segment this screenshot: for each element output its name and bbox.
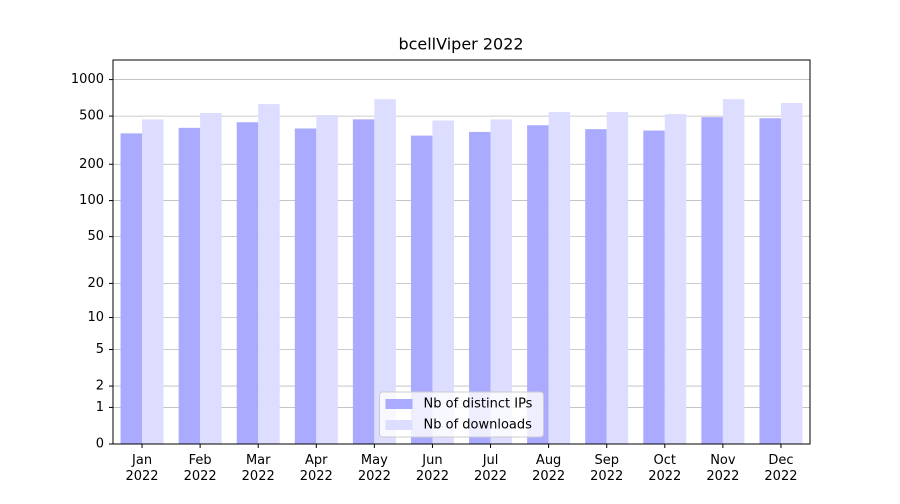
bar <box>352 119 375 444</box>
bar <box>432 120 454 444</box>
bar <box>374 99 396 445</box>
axes-frame <box>112 59 811 445</box>
y-tick-label: 2 <box>96 379 104 394</box>
bar <box>548 112 571 445</box>
bar <box>294 128 317 444</box>
x-tick-label: Apr 2022 <box>300 453 333 484</box>
x-tick-label: Mar 2022 <box>242 453 275 484</box>
x-tick-label: Jul 2022 <box>474 453 507 484</box>
bar <box>722 99 745 445</box>
y-tick-label: 1 <box>96 400 104 415</box>
bar <box>316 115 338 444</box>
y-tick-label: 5 <box>96 342 104 357</box>
chart-title: bcellViper 2022 <box>398 35 523 54</box>
y-tick-label: 50 <box>87 229 104 244</box>
bar <box>120 133 143 444</box>
bar <box>527 125 549 445</box>
bar <box>410 135 433 444</box>
x-tick-label: May 2022 <box>358 453 391 484</box>
bar <box>200 113 222 444</box>
bar <box>643 130 665 445</box>
y-tick-label: 10 <box>87 310 104 325</box>
legend-box <box>379 391 544 438</box>
bar <box>759 118 781 444</box>
bar <box>469 131 491 444</box>
x-tick-label: Feb 2022 <box>184 453 217 484</box>
legend-swatch <box>385 420 413 430</box>
bar <box>258 104 280 445</box>
legend-label: Nb of downloads <box>424 418 533 433</box>
bar <box>178 127 201 444</box>
y-tick-label: 20 <box>87 276 104 291</box>
bar <box>780 103 803 445</box>
x-tick-label: Nov 2022 <box>706 453 739 484</box>
bar <box>664 114 687 444</box>
bar <box>236 122 259 445</box>
legend-swatch <box>385 399 413 409</box>
y-tick-label: 500 <box>79 109 104 124</box>
y-tick-label: 1000 <box>71 72 104 87</box>
y-tick-label: 200 <box>79 157 104 172</box>
x-tick-label: Dec 2022 <box>764 453 797 484</box>
bar <box>606 112 629 445</box>
x-tick-label: Aug 2022 <box>532 453 565 484</box>
bar <box>490 119 513 444</box>
y-tick-label: 0 <box>96 437 104 452</box>
bar <box>585 129 607 445</box>
x-tick-label: Jun 2022 <box>416 453 449 484</box>
x-tick-label: Sep 2022 <box>590 453 623 484</box>
bar <box>142 119 164 444</box>
bar <box>701 117 723 444</box>
y-tick-label: 100 <box>79 193 104 208</box>
legend-label: Nb of distinct IPs <box>424 397 533 412</box>
x-tick-label: Jan 2022 <box>125 453 158 484</box>
x-tick-label: Oct 2022 <box>648 453 681 484</box>
